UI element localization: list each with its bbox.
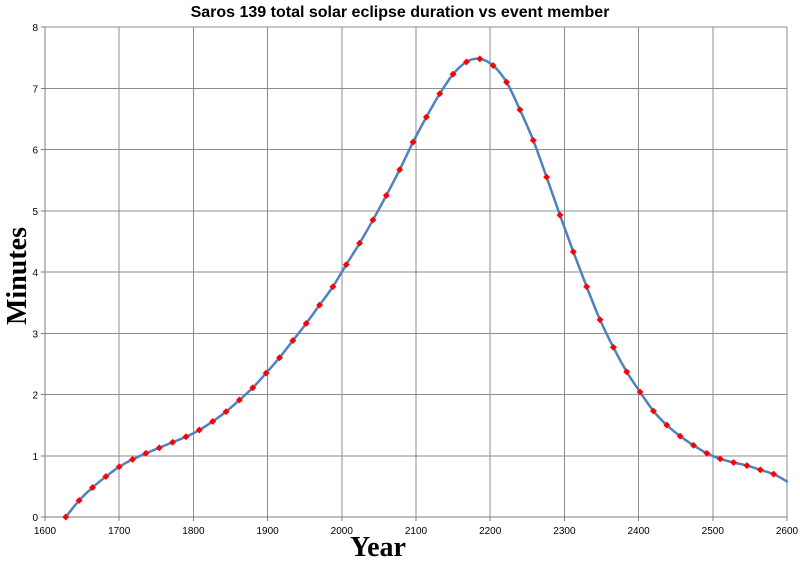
data-point	[502, 78, 511, 86]
data-point	[489, 62, 497, 70]
data-point	[249, 384, 257, 392]
data-point	[649, 407, 657, 415]
y-tick-label: 0	[32, 513, 38, 524]
data-point	[703, 449, 711, 457]
x-tick-label: 2100	[405, 526, 428, 537]
y-tick-label: 1	[32, 452, 38, 463]
data-point	[543, 173, 551, 181]
data-point	[556, 211, 564, 219]
data-point	[689, 441, 698, 449]
data-point	[716, 455, 724, 463]
data-point	[315, 301, 324, 309]
y-tick-label: 5	[32, 207, 38, 218]
data-point	[636, 388, 644, 396]
data-point	[62, 513, 70, 521]
tick-label-layer: 1600 1700 1800 1900 2000 2100 2200 2300 2400 2500…	[32, 23, 798, 537]
data-point	[356, 239, 364, 247]
data-point	[663, 421, 671, 429]
data-point	[209, 417, 217, 426]
data-point	[449, 70, 457, 78]
data-point	[262, 369, 270, 377]
series-layer	[62, 55, 789, 521]
data-point	[182, 433, 190, 441]
data-point	[743, 461, 751, 470]
data-point	[770, 470, 778, 478]
x-tick-label: 2000	[331, 526, 354, 537]
x-tick-label: 1600	[34, 526, 57, 537]
y-tick-label: 7	[32, 84, 38, 95]
data-point	[75, 496, 83, 505]
data-point	[302, 319, 310, 328]
y-tick-label: 6	[32, 146, 38, 157]
data-point	[569, 248, 577, 256]
y-tick-label: 2	[32, 391, 38, 402]
data-point	[396, 166, 404, 174]
data-point	[623, 368, 631, 376]
data-point	[583, 283, 591, 291]
data-point	[169, 438, 177, 446]
x-tick-label: 2200	[479, 526, 502, 537]
x-tick-label: 1700	[108, 526, 131, 537]
data-point	[102, 473, 110, 481]
x-tick-label: 1900	[256, 526, 279, 537]
chart-title: Saros 139 total solar eclipse duration v…	[191, 4, 610, 21]
data-point	[436, 90, 444, 98]
data-point	[115, 463, 123, 471]
x-tick-label: 1800	[182, 526, 205, 537]
data-point	[342, 261, 350, 269]
data-point	[275, 354, 284, 362]
data-point	[222, 408, 230, 416]
axis-layer	[41, 26, 788, 521]
data-point	[129, 455, 137, 463]
data-point	[462, 58, 471, 66]
x-tick-label: 2500	[702, 526, 725, 537]
data-point	[756, 466, 764, 474]
data-point	[235, 396, 243, 404]
x-tick-label: 2300	[553, 526, 576, 537]
x-tick-label: 2400	[627, 526, 650, 537]
y-axis-label: Minutes	[2, 227, 33, 325]
data-point	[529, 136, 537, 144]
data-point	[195, 426, 203, 434]
data-point	[676, 432, 684, 440]
data-point	[476, 55, 484, 63]
data-point	[516, 106, 524, 114]
data-point	[142, 449, 150, 457]
data-point	[730, 458, 738, 467]
data-point	[609, 343, 617, 351]
data-point	[596, 316, 604, 324]
x-axis-label: Year	[350, 532, 406, 563]
data-point	[382, 191, 390, 199]
y-tick-label: 8	[32, 23, 38, 34]
data-point	[88, 484, 97, 492]
y-tick-label: 3	[32, 329, 38, 340]
data-point	[369, 216, 377, 224]
data-point	[329, 283, 337, 291]
x-tick-label: 2600	[776, 526, 799, 537]
y-tick-label: 4	[32, 268, 38, 279]
data-point	[289, 337, 297, 345]
data-point	[155, 444, 163, 452]
data-point	[409, 138, 417, 146]
data-point	[422, 113, 430, 121]
